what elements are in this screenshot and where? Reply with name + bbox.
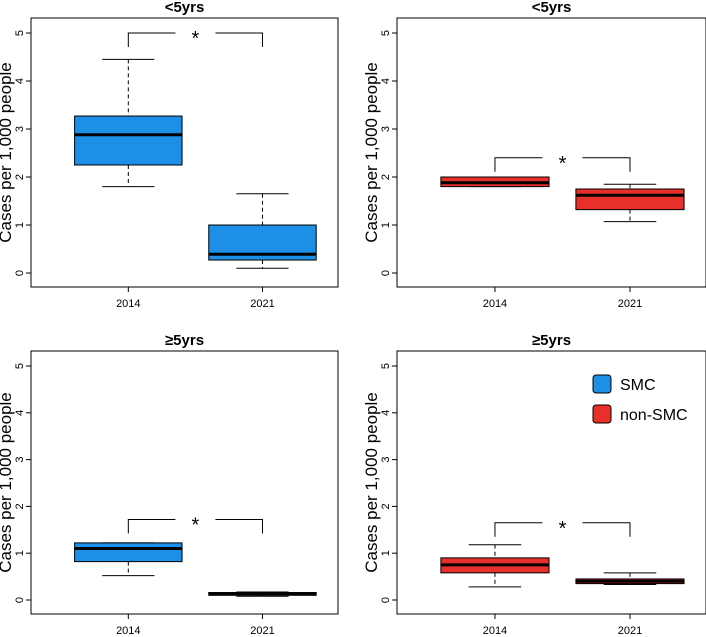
y-tick-label: 1 [380, 222, 392, 228]
y-tick-label: 3 [14, 126, 26, 132]
panel-title: ≥5yrs [532, 332, 571, 349]
x-tick-label: 2014 [483, 625, 507, 637]
bracket-right [582, 522, 631, 537]
y-tick-label: 1 [14, 550, 26, 556]
iqr-box [575, 188, 685, 211]
box-non-smc-2021 [575, 183, 685, 223]
box-non-smc-2021 [575, 572, 685, 586]
box-non-smc-2014 [440, 544, 550, 588]
x-tick-label: 2021 [618, 298, 642, 310]
y-tick-label: 0 [14, 270, 26, 276]
plot-frame [396, 350, 706, 615]
significance-bracket: * [127, 28, 263, 50]
panel-title: <5yrs [165, 0, 205, 16]
y-tick-label: 1 [14, 222, 26, 228]
y-axis-label: Cases per 1,000 people [362, 62, 381, 243]
y-axis-label: Cases per 1,000 people [0, 62, 15, 243]
panel-3: ≥5yrs Cases per 1,000 people 0 1 2 3 4 5 2014 202… [0, 332, 339, 637]
x-tick-label: 2014 [116, 625, 140, 637]
x-tick-label: 2021 [250, 298, 274, 310]
y-tick-label: 2 [14, 174, 26, 180]
y-axis-label: Cases per 1,000 people [0, 392, 15, 573]
y-tick-label: 5 [380, 30, 392, 36]
y-tick-label: 0 [14, 597, 26, 603]
y-tick-label: 4 [380, 78, 392, 84]
bracket-right [215, 519, 263, 534]
panel-2: <5yrs Cases per 1,000 people 0 1 2 3 4 5 2014 202… [362, 0, 706, 310]
iqr-box [74, 115, 183, 166]
panel-title: <5yrs [532, 0, 572, 16]
y-tick-label: 2 [380, 503, 392, 509]
y-tick-label: 5 [14, 363, 26, 369]
box-non-smc-2014 [440, 176, 550, 188]
significance-bracket: * [494, 518, 631, 540]
box-smc-2014 [74, 58, 183, 188]
plot-frame [30, 17, 339, 288]
bracket-left [127, 519, 176, 534]
significance-bracket: * [494, 153, 631, 175]
iqr-box [74, 542, 183, 563]
significance-star: * [559, 518, 567, 540]
y-tick-label: 0 [380, 270, 392, 276]
legend: SMC non-SMC [592, 374, 688, 424]
box-smc-2014 [74, 542, 183, 577]
x-tick-label: 2014 [483, 298, 507, 310]
y-tick-label: 5 [14, 30, 26, 36]
panel-1: <5yrs Cases per 1,000 people 0 1 2 3 4 5 2014 202… [0, 0, 339, 310]
legend-item-smc: SMC [592, 374, 656, 394]
y-tick-label: 4 [380, 410, 392, 416]
legend-label: SMC [620, 377, 656, 394]
legend-swatch [592, 404, 612, 424]
bracket-right [582, 157, 631, 172]
legend-item-non-smc: non-SMC [592, 404, 688, 424]
significance-star: * [192, 515, 200, 537]
y-tick-label: 2 [380, 174, 392, 180]
legend-swatch [592, 374, 612, 394]
y-tick-label: 4 [14, 410, 26, 416]
significance-star: * [559, 153, 567, 175]
x-tick-label: 2021 [618, 625, 642, 637]
bracket-left [494, 157, 543, 172]
y-tick-label: 3 [380, 457, 392, 463]
bracket-left [494, 522, 543, 537]
y-tick-label: 1 [380, 550, 392, 556]
y-tick-label: 2 [14, 503, 26, 509]
box-smc-2021 [208, 193, 317, 269]
panel-4: ≥5yrs Cases per 1,000 people 0 1 2 3 4 5 2014 202… [362, 332, 706, 637]
y-tick-label: 5 [380, 363, 392, 369]
y-tick-label: 0 [380, 597, 392, 603]
legend-label: non-SMC [620, 407, 688, 424]
panel-title: ≥5yrs [165, 332, 204, 349]
plot-frame [396, 17, 706, 288]
y-tick-label: 4 [14, 78, 26, 84]
x-tick-label: 2021 [250, 625, 274, 637]
box-smc-2021 [208, 591, 317, 597]
y-tick-label: 3 [14, 457, 26, 463]
y-axis-label: Cases per 1,000 people [362, 392, 381, 573]
significance-star: * [192, 28, 200, 50]
y-tick-label: 3 [380, 126, 392, 132]
bracket-right [215, 32, 263, 47]
bracket-left [127, 32, 176, 47]
x-tick-label: 2014 [116, 298, 140, 310]
plot-frame [30, 350, 339, 615]
significance-bracket: * [127, 515, 263, 537]
